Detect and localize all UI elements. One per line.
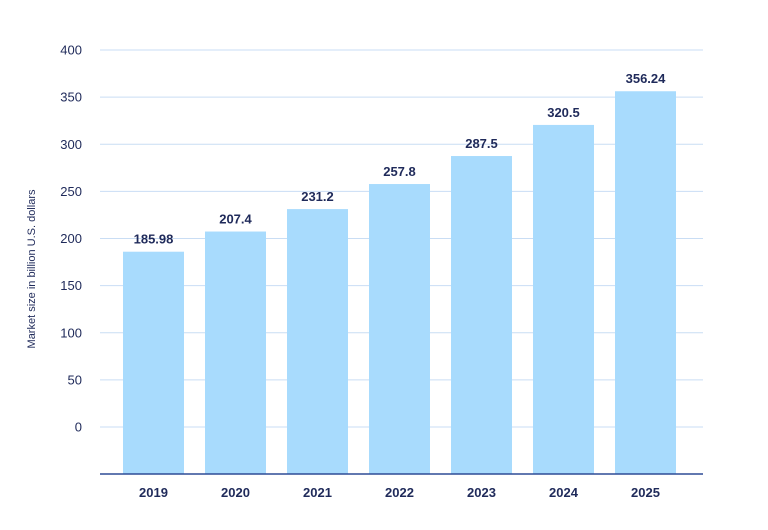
bar-2024 bbox=[533, 124, 594, 475]
bar-2019 bbox=[123, 251, 184, 474]
data-label-2022: 257.8 bbox=[383, 164, 416, 179]
y-tick-label: 350 bbox=[60, 90, 82, 105]
x-tick-label-2020: 2020 bbox=[221, 485, 250, 500]
bar-2022 bbox=[369, 184, 430, 474]
data-label-2019: 185.98 bbox=[134, 232, 174, 247]
data-label-2024: 320.5 bbox=[547, 105, 580, 120]
x-tick-label-2021: 2021 bbox=[303, 485, 332, 500]
bar-2021 bbox=[287, 209, 348, 474]
data-label-2021: 231.2 bbox=[301, 189, 334, 204]
y-tick-label: 300 bbox=[60, 137, 82, 152]
x-tick-label-2022: 2022 bbox=[385, 485, 414, 500]
bar-2025 bbox=[615, 91, 676, 474]
data-label-2023: 287.5 bbox=[465, 136, 498, 151]
y-tick-label: 50 bbox=[68, 372, 82, 387]
bars bbox=[123, 91, 676, 475]
x-tick-label-2025: 2025 bbox=[631, 485, 660, 500]
x-tick-label-2019: 2019 bbox=[139, 485, 168, 500]
y-tick-label: 200 bbox=[60, 231, 82, 246]
y-tick-label: 250 bbox=[60, 184, 82, 199]
x-tick-label-2024: 2024 bbox=[549, 485, 579, 500]
x-tick-label-2023: 2023 bbox=[467, 485, 496, 500]
bar-2023 bbox=[451, 156, 512, 474]
x-axis-tick-labels: 2019 2020 2021 2022 2023 2024 2025 bbox=[139, 485, 660, 500]
value-labels: 185.98 207.4 231.2 257.8 287.5 320.5 356.24 bbox=[134, 71, 667, 246]
y-axis-title: Market size in billion U.S. dollars bbox=[26, 189, 38, 348]
data-label-2025: 356.24 bbox=[626, 71, 667, 86]
y-tick-label: 400 bbox=[60, 43, 82, 58]
bar-2020 bbox=[205, 231, 266, 474]
y-axis-tick-labels: 0 50 100 150 200 250 300 350 400 bbox=[60, 43, 82, 435]
y-tick-label: 100 bbox=[60, 325, 82, 340]
data-label-2020: 207.4 bbox=[219, 212, 252, 227]
y-tick-label: 150 bbox=[60, 278, 82, 293]
y-tick-label: 0 bbox=[75, 420, 82, 435]
